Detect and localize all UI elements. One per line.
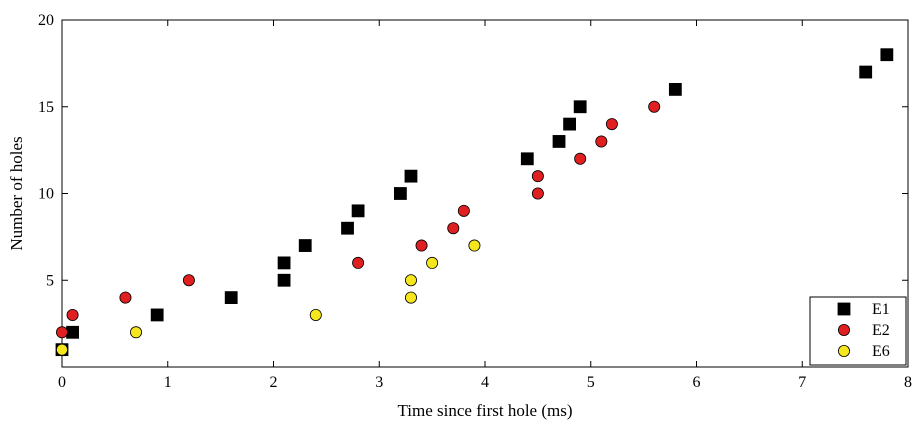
- legend-label: E6: [872, 343, 890, 360]
- point-e6: [404, 274, 417, 287]
- point-e1: [66, 325, 79, 339]
- y-tick-label: 15: [38, 99, 54, 116]
- point-e1: [880, 48, 894, 62]
- point-e2: [182, 274, 195, 287]
- legend-label: E2: [872, 322, 890, 339]
- legend-label: E1: [872, 301, 890, 318]
- point-e2: [531, 170, 544, 183]
- x-tick-label: 8: [904, 374, 912, 391]
- point-e2: [56, 326, 69, 339]
- point-e2: [447, 222, 460, 235]
- legend-item-e1: E1: [837, 301, 890, 318]
- legend-box: [809, 296, 907, 366]
- point-e1: [393, 187, 407, 200]
- point-e2: [595, 135, 608, 148]
- point-e1: [224, 291, 238, 305]
- legend: E1 E2 E6: [809, 296, 907, 366]
- point-e1: [668, 83, 682, 96]
- x-tick-label: 6: [693, 374, 701, 391]
- series-e1: [55, 48, 894, 357]
- point-e2: [415, 239, 428, 252]
- legend-marker: [837, 302, 851, 316]
- point-e6: [404, 291, 417, 304]
- point-e2: [574, 152, 587, 165]
- point-e2: [457, 204, 470, 217]
- y-tick-label: 20: [38, 12, 54, 29]
- y-axis-label: Number of holes: [7, 136, 26, 250]
- point-e1: [341, 221, 354, 235]
- legend-item-e6: E6: [838, 343, 890, 360]
- x-tick-label: 3: [375, 374, 383, 391]
- x-tick-label: 0: [58, 374, 66, 391]
- legend-marker: [838, 323, 851, 336]
- plot-border: [61, 19, 909, 368]
- point-e1: [277, 273, 291, 287]
- point-e2: [119, 291, 132, 304]
- x-axis-label: Time since first hole (ms): [397, 401, 572, 420]
- point-e1: [573, 100, 587, 114]
- x-tick-label: 7: [798, 374, 806, 391]
- point-e1: [298, 239, 312, 252]
- x-tick-label: 2: [270, 374, 278, 391]
- tick-labels: 0 1 2 3 4 5 6 7 8 5 10 15 20: [38, 12, 912, 391]
- y-tick-label: 10: [38, 186, 54, 203]
- legend-marker: [838, 344, 851, 357]
- point-e6: [130, 326, 143, 339]
- point-e1: [859, 65, 873, 79]
- point-e1: [351, 204, 365, 218]
- data-markers: [55, 48, 894, 357]
- legend-item-e2: E2: [838, 322, 890, 339]
- point-e2: [66, 308, 79, 321]
- point-e6: [309, 308, 322, 321]
- point-e6: [468, 239, 481, 252]
- plot-area: [61, 19, 909, 368]
- point-e6: [426, 256, 439, 269]
- point-e1: [552, 135, 566, 148]
- x-tick-label: 5: [587, 374, 595, 391]
- point-e1: [404, 169, 418, 183]
- point-e6: [56, 343, 69, 356]
- point-e2: [648, 100, 661, 113]
- point-e1: [277, 256, 291, 270]
- point-e1: [563, 117, 576, 131]
- axis-ticks: [61, 19, 909, 367]
- y-tick-label: 5: [46, 272, 54, 289]
- point-e2: [352, 256, 365, 269]
- point-e1: [520, 152, 534, 166]
- series-e6: [56, 239, 481, 356]
- series-e2: [56, 100, 661, 356]
- x-tick-label: 1: [164, 374, 172, 391]
- point-e2: [531, 187, 544, 200]
- x-tick-label: 4: [481, 374, 489, 391]
- point-e1: [150, 308, 164, 322]
- point-e2: [605, 118, 618, 131]
